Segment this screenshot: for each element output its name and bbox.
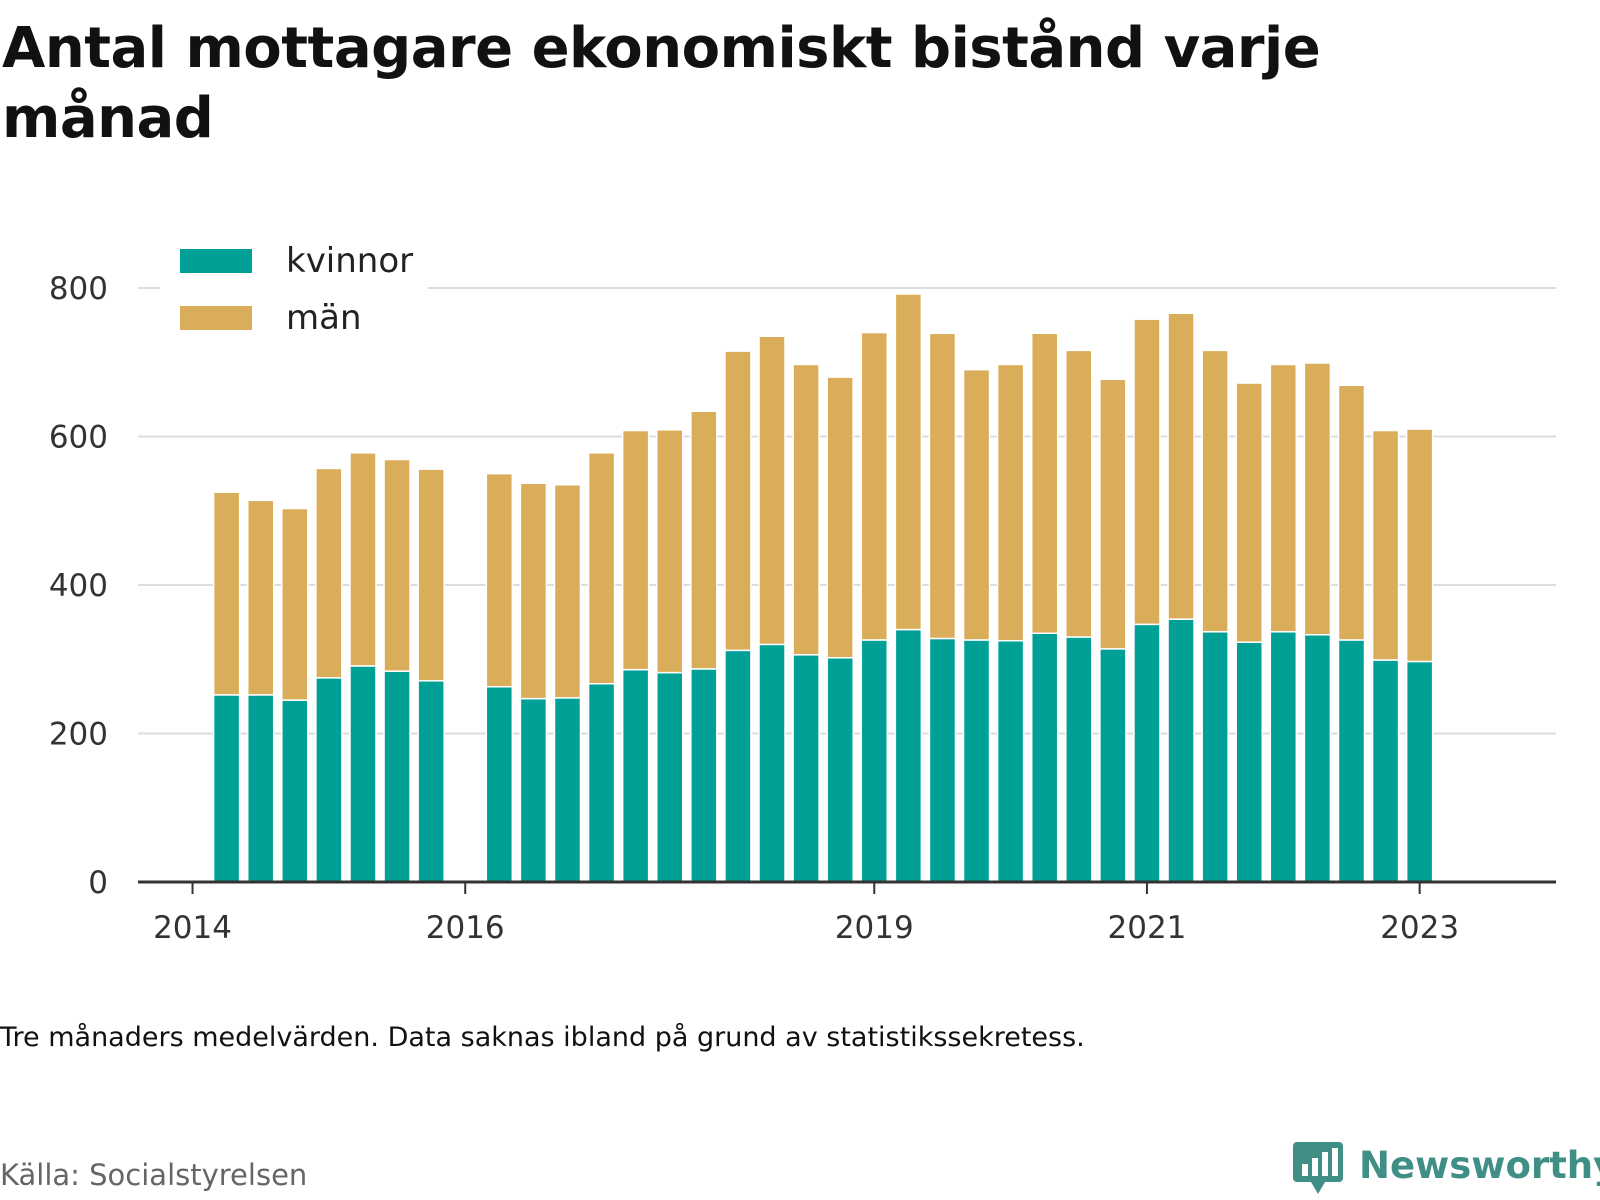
bar-kvinnor — [1065, 636, 1093, 883]
bar-kvinnor — [553, 697, 582, 883]
bar-kvinnor — [1030, 632, 1059, 883]
bars — [212, 293, 1434, 883]
bar-kvinnor — [962, 639, 991, 883]
bar-kvinnor — [315, 677, 343, 883]
y-tick-label: 0 — [88, 865, 108, 901]
legend: kvinnor män — [160, 220, 428, 338]
bar-kvinnor — [1337, 639, 1366, 883]
bar-kvinnor — [587, 683, 616, 883]
bar-kvinnor — [621, 668, 650, 883]
bar-man — [246, 499, 275, 696]
bar-kvinnor — [1371, 659, 1400, 883]
bar-man — [690, 410, 718, 670]
bar-kvinnor — [996, 639, 1025, 883]
bar-man — [758, 335, 786, 646]
bar-kvinnor — [894, 628, 923, 883]
bar-man — [1030, 332, 1059, 635]
bar-man — [1371, 429, 1400, 661]
bar-man — [1235, 382, 1263, 643]
bar-man — [724, 350, 752, 652]
bar-man — [1405, 428, 1434, 663]
bar-kvinnor — [417, 680, 445, 883]
bar-kvinnor — [928, 637, 957, 883]
bar-kvinnor — [212, 694, 241, 883]
bar-man — [894, 293, 923, 631]
x-tick-label: 2023 — [1380, 910, 1459, 946]
bar-man — [1133, 318, 1161, 626]
bar-kvinnor — [690, 668, 718, 883]
bar-kvinnor — [1235, 641, 1263, 883]
bar-man — [621, 429, 650, 671]
bar-man — [996, 363, 1025, 642]
newsworthy-logo: Newsworthy — [1291, 1140, 1600, 1196]
bar-kvinnor — [519, 697, 548, 883]
bar-man — [1167, 312, 1195, 620]
bar-man — [860, 331, 889, 641]
y-tick-label: 200 — [49, 717, 108, 753]
bar-kvinnor — [724, 649, 752, 883]
source-credit: Källa: Socialstyrelsen — [0, 1158, 308, 1192]
bar-man — [417, 468, 445, 682]
bar-kvinnor — [485, 685, 514, 883]
chart-note: Tre månaders medelvärden. Data saknas ib… — [0, 1022, 1085, 1053]
bar-kvinnor — [246, 694, 275, 883]
bar-man — [1303, 362, 1332, 636]
bar-man — [1269, 363, 1298, 633]
bar-man — [281, 507, 309, 701]
x-tick-label: 2019 — [835, 910, 914, 946]
bar-man — [349, 452, 377, 667]
bar-man — [1337, 384, 1366, 641]
stacked-bar-chart: 0 200 400 600 800 2014 2016 2019 2021 2023 kvinno… — [49, 220, 1556, 946]
bar-man — [928, 332, 957, 640]
bar-kvinnor — [792, 654, 820, 883]
bar-man — [519, 482, 548, 700]
bar-kvinnor — [1099, 648, 1127, 883]
legend-label-kvinnor: kvinnor — [286, 241, 413, 281]
chart-title: Antal mottagare ekonomiskt bistånd varje… — [2, 16, 1321, 151]
bar-chart-speech-bubble-icon — [1293, 1142, 1343, 1194]
axes: 0 200 400 600 800 2014 2016 2019 2021 2023 — [49, 271, 1556, 946]
y-tick-label: 600 — [49, 420, 108, 456]
bar-man — [792, 363, 820, 656]
y-tick-label: 400 — [49, 568, 108, 604]
bar-kvinnor — [758, 643, 786, 883]
bar-kvinnor — [1133, 623, 1161, 883]
legend-label-man: män — [286, 298, 362, 338]
bar-kvinnor — [1269, 631, 1298, 883]
bar-kvinnor — [1405, 660, 1434, 883]
bar-man — [485, 472, 514, 688]
bar-man — [212, 491, 241, 696]
legend-swatch-man — [180, 306, 252, 330]
bar-kvinnor — [383, 670, 411, 883]
bar-man — [1065, 349, 1093, 638]
brand-name: Newsworthy — [1359, 1144, 1600, 1187]
bar-man — [553, 484, 582, 699]
bar-kvinnor — [656, 671, 684, 883]
bar-kvinnor — [826, 657, 854, 883]
bar-kvinnor — [860, 639, 889, 883]
y-tick-label: 800 — [49, 271, 108, 307]
x-tick-label: 2016 — [426, 910, 505, 946]
bar-man — [383, 458, 411, 672]
bar-kvinnor — [1303, 633, 1332, 883]
x-tick-label: 2014 — [153, 910, 232, 946]
bar-man — [962, 368, 991, 641]
bar-man — [826, 376, 854, 659]
legend-swatch-kvinnor — [180, 249, 252, 273]
x-tick-label: 2021 — [1108, 910, 1187, 946]
bar-man — [587, 452, 616, 685]
bar-man — [315, 467, 343, 679]
bar-kvinnor — [1201, 631, 1229, 883]
bar-man — [656, 429, 684, 674]
bar-man — [1201, 349, 1229, 633]
bar-kvinnor — [281, 699, 309, 883]
bar-kvinnor — [349, 665, 377, 883]
bar-kvinnor — [1167, 618, 1195, 883]
bar-man — [1099, 378, 1127, 650]
